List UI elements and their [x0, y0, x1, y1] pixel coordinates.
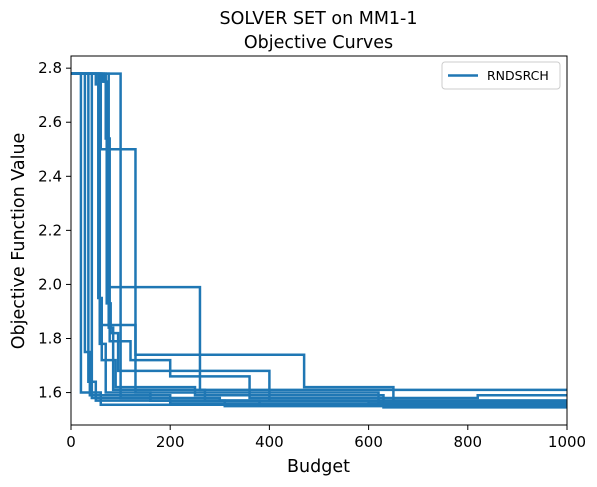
legend: RNDSRCH [441, 61, 561, 90]
series-line-10 [71, 72, 567, 405]
y-tick-label-4: 2.4 [38, 167, 62, 185]
series-line-1 [71, 72, 567, 405]
y-tick-label-5: 2.6 [38, 113, 62, 131]
plot-frame [70, 55, 568, 426]
series-lines [71, 72, 567, 409]
y-tick-label-0: 1.6 [38, 384, 62, 402]
legend-label: RNDSRCH [487, 68, 549, 83]
series-line-12 [71, 72, 567, 408]
y-tick-label-2: 2.0 [38, 275, 62, 293]
x-tick-label-1: 200 [156, 433, 185, 451]
y-tick-label-1: 1.8 [38, 329, 62, 347]
chart-title: SOLVER SET on MM1-1 [219, 9, 417, 29]
series-line-6 [71, 72, 567, 402]
plot-area: 0 200 400 600 800 1000 1.6 1.8 2.0 2.2 2.4 2.6 2.8 [38, 55, 586, 451]
x-tick-label-2: 400 [255, 433, 284, 451]
legend-box [441, 61, 561, 90]
chart-subtitle: Objective Curves [244, 33, 393, 53]
y-tick-label-6: 2.8 [38, 59, 62, 77]
x-tick-label-4: 800 [453, 433, 482, 451]
x-tick-label-5: 1000 [548, 433, 586, 451]
series-line-9 [71, 72, 567, 400]
y-tick-label-3: 2.2 [38, 221, 62, 239]
y-axis-label: Objective Function Value [9, 133, 29, 350]
x-tick-label-3: 600 [354, 433, 383, 451]
x-tick-label-0: 0 [66, 433, 76, 451]
x-axis-label: Budget [287, 457, 350, 477]
series-line-11 [71, 72, 567, 405]
